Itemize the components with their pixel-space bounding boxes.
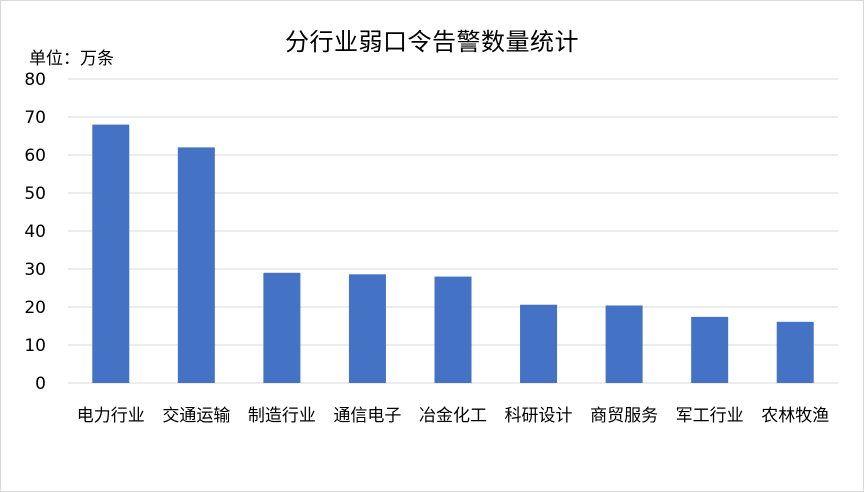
bar-5	[434, 276, 472, 383]
x-category-label: 科研设计	[505, 406, 573, 426]
y-tick-label: 20	[24, 298, 46, 318]
x-category-label: 电力行业	[77, 406, 145, 426]
y-tick-label: 70	[24, 108, 46, 128]
x-category-label: 通信电子	[333, 406, 401, 426]
bar-2	[177, 147, 215, 383]
bar-7	[605, 305, 643, 383]
x-category-label: 商贸服务	[590, 406, 658, 426]
y-tick-label: 0	[35, 374, 46, 394]
bar-4	[348, 274, 386, 383]
bar-9	[776, 321, 814, 383]
y-tick-label: 30	[24, 260, 46, 280]
chart-title: 分行业弱口令告警数量统计	[285, 28, 579, 56]
bar-3	[263, 272, 301, 383]
x-category-label: 冶金化工	[419, 406, 487, 426]
x-category-label: 交通运输	[162, 406, 230, 426]
x-category-label: 制造行业	[248, 406, 316, 426]
y-tick-label: 80	[24, 70, 46, 90]
y-tick-label: 40	[24, 222, 46, 242]
unit-label: 单位：万条	[29, 49, 114, 69]
x-category-label: 军工行业	[676, 406, 744, 426]
y-tick-label: 50	[24, 184, 46, 204]
bar-8	[691, 316, 729, 383]
x-axis-labels: 电力行业 交通运输 制造行业 通信电子 冶金化工 科研设计 商贸服务 军工行业 农林牧渔	[77, 406, 829, 426]
y-axis-ticks: 0 10 20 30 40 50 60 70 80	[24, 70, 46, 394]
bar-6	[520, 304, 558, 383]
y-tick-label: 60	[24, 146, 46, 166]
bar-1	[92, 124, 130, 383]
y-tick-label: 10	[24, 336, 46, 356]
x-category-label: 农林牧渔	[761, 406, 829, 426]
bars	[92, 124, 814, 383]
